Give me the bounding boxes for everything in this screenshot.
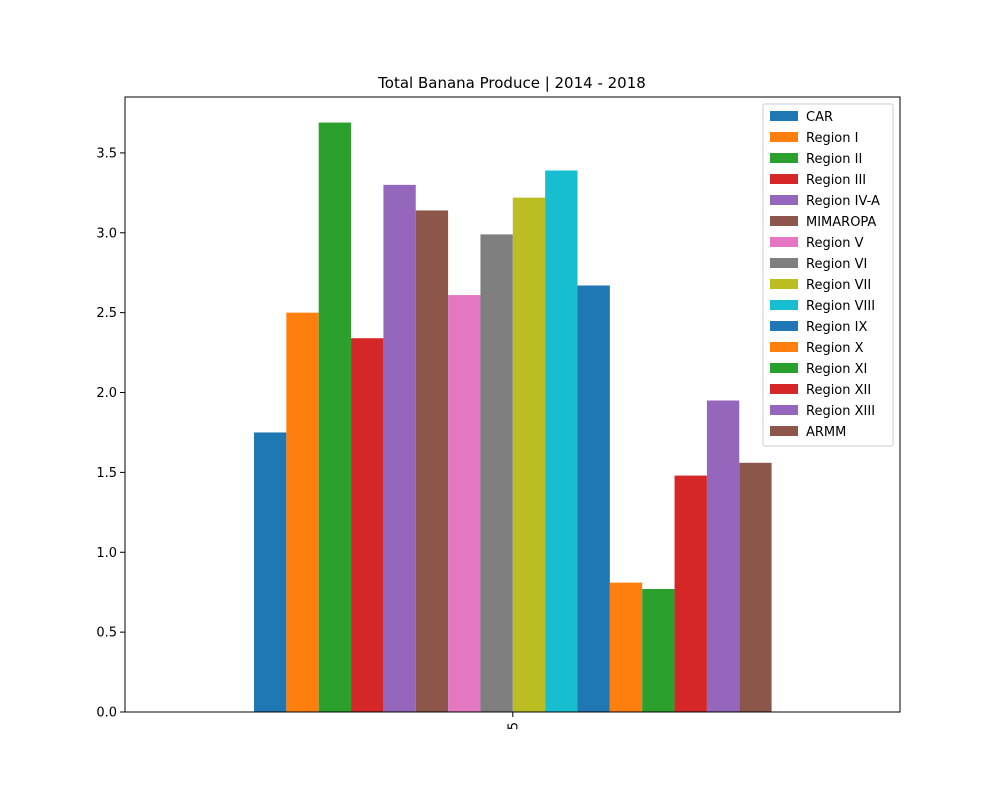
legend-swatch	[770, 405, 798, 415]
legend-swatch	[770, 153, 798, 163]
legend-swatch	[770, 258, 798, 268]
legend-label: Region IV-A	[806, 194, 880, 209]
bar-region-iv-a	[383, 184, 416, 712]
legend: CAR Region I Region II Region III Region IV-…	[762, 103, 894, 447]
legend-swatch	[770, 174, 798, 184]
legend-label: MIMAROPA	[806, 215, 876, 230]
legend-swatch	[770, 132, 798, 142]
legend-box	[762, 103, 894, 447]
y-tick-label: 2.5	[96, 306, 117, 321]
bars-layer	[254, 122, 772, 713]
x-tick-label: 5	[506, 722, 521, 730]
bar-region-x	[609, 582, 643, 712]
bar-armm	[739, 462, 772, 712]
y-tick-label: 0.5	[96, 626, 117, 641]
legend-swatch	[770, 426, 798, 436]
legend-swatch	[770, 216, 798, 226]
bar-car	[254, 432, 287, 712]
y-axis: 0.0 0.5 1.0 1.5 2.0 2.5 3.0 3.5	[96, 146, 125, 721]
bar-region-viii	[545, 170, 578, 712]
bar-region-i	[286, 312, 319, 712]
bar-mimaropa	[415, 210, 449, 712]
bar-region-xiii	[706, 400, 740, 712]
y-tick-label: 3.5	[96, 146, 117, 161]
legend-swatch	[770, 111, 798, 121]
legend-label: Region X	[806, 341, 864, 356]
bar-region-v	[448, 295, 481, 712]
legend-label: ARMM	[806, 425, 846, 440]
legend-swatch	[770, 363, 798, 373]
y-tick-label: 2.0	[96, 386, 117, 401]
bar-region-vi	[480, 234, 513, 712]
legend-label: Region XI	[806, 362, 867, 377]
legend-swatch	[770, 237, 798, 247]
legend-label: Region V	[806, 236, 864, 251]
chart-title: Total Banana Produce | 2014 - 2018	[377, 74, 646, 92]
plot-frame	[124, 96, 901, 713]
legend-swatch	[770, 342, 798, 352]
y-tick-label: 0.0	[96, 706, 117, 721]
y-tick-label: 1.0	[96, 546, 117, 561]
legend-swatch	[770, 300, 798, 310]
legend-label: CAR	[806, 110, 833, 125]
legend-label: Region VI	[806, 257, 867, 272]
y-tick-label: 3.0	[96, 226, 117, 241]
legend-label: Region II	[806, 152, 862, 167]
legend-swatch	[770, 195, 798, 205]
legend-label: Region VII	[806, 278, 871, 293]
bar-region-xii	[674, 475, 707, 712]
legend-label: Region XIII	[806, 404, 875, 419]
bar-region-xi	[642, 589, 675, 712]
bar-region-ii	[318, 122, 352, 712]
legend-label: Region XII	[806, 383, 871, 398]
legend-label: Region I	[806, 131, 858, 146]
legend-label: Region III	[806, 173, 866, 188]
legend-swatch	[770, 384, 798, 394]
y-tick-label: 1.5	[96, 466, 117, 481]
x-axis: 5	[506, 712, 521, 730]
legend-label: Region VIII	[806, 299, 875, 314]
bar-region-ix	[577, 285, 610, 712]
bar-region-iii	[351, 338, 384, 712]
legend-swatch	[770, 321, 798, 331]
legend-swatch	[770, 279, 798, 289]
legend-label: Region IX	[806, 320, 867, 335]
bar-region-vii	[512, 197, 546, 713]
